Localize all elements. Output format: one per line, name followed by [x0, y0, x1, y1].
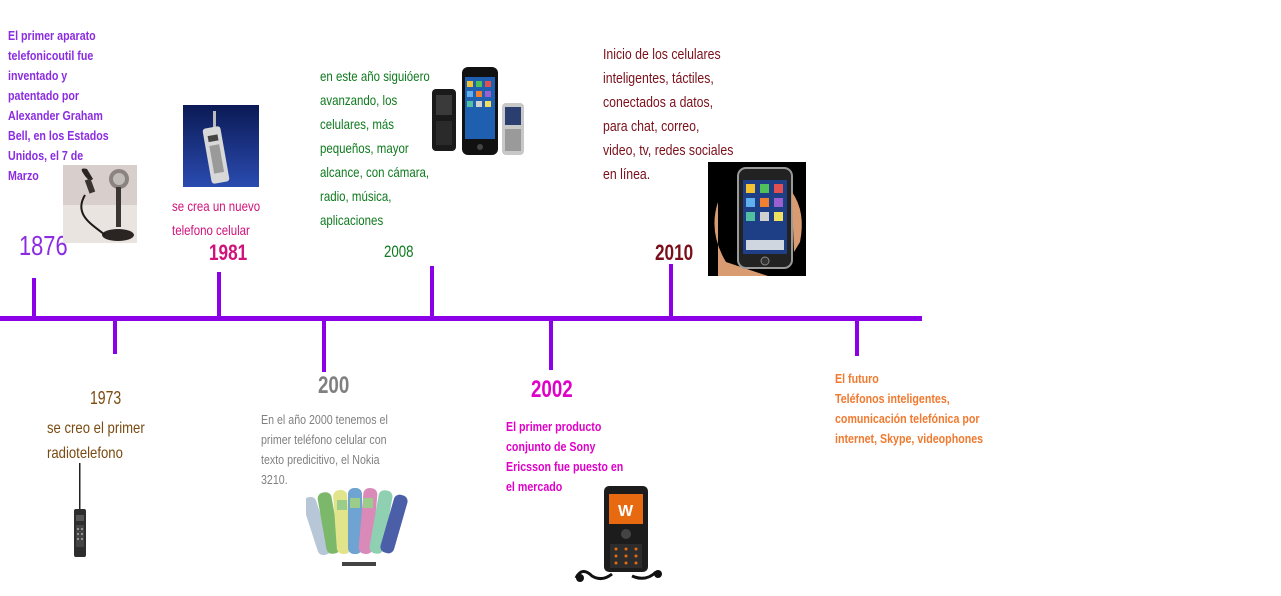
tick-1973 — [113, 318, 117, 354]
sony-ericsson-walkman-phone-image: W — [572, 482, 668, 588]
event-2010-year: 2010 — [655, 240, 694, 265]
tick-2000 — [322, 318, 326, 372]
nokia-3210-phones-image — [306, 478, 412, 572]
brick-cellphone-image — [183, 105, 259, 187]
event-future-text: El futuro Teléfonos inteligentes, comuni… — [835, 371, 984, 446]
event-1973-text: se creo el primer radiotelefono — [47, 420, 145, 462]
radiotelephone-image — [70, 463, 90, 559]
event-1973-year: 1973 — [90, 388, 122, 408]
tick-future — [855, 318, 859, 356]
tick-2008 — [430, 266, 434, 318]
tick-2010 — [669, 264, 673, 318]
event-2000-year: 200 — [318, 372, 350, 399]
tick-2002 — [549, 318, 553, 370]
event-2002-year: 2002 — [531, 376, 573, 403]
event-2000-text: En el año 2000 tenemos el primer teléfon… — [261, 412, 388, 487]
event-2002-text: El primer producto conjunto de Sony Eric… — [506, 419, 624, 494]
event-1981-text: se crea un nuevo telefono celular — [172, 198, 261, 238]
event-2008-text: en este año siguióeron avanzando, los ce… — [320, 68, 437, 228]
smartphones-2008-image — [430, 65, 526, 157]
event-1876-text: El primer aparato telefonicoutil fue inv… — [8, 28, 109, 183]
svg-text:W: W — [618, 503, 634, 520]
iphone-in-hand-image — [708, 162, 806, 276]
event-1981-year: 1981 — [209, 240, 248, 265]
event-2010-text: Inicio de los celulares inteligentes, tá… — [603, 46, 734, 183]
candlestick-telephone-image — [63, 165, 137, 243]
timeline-axis — [0, 316, 922, 321]
event-1876-year: 1876 — [19, 230, 68, 261]
tick-1876 — [32, 278, 36, 318]
event-2008-year: 2008 — [384, 242, 414, 261]
tick-1981 — [217, 272, 221, 318]
